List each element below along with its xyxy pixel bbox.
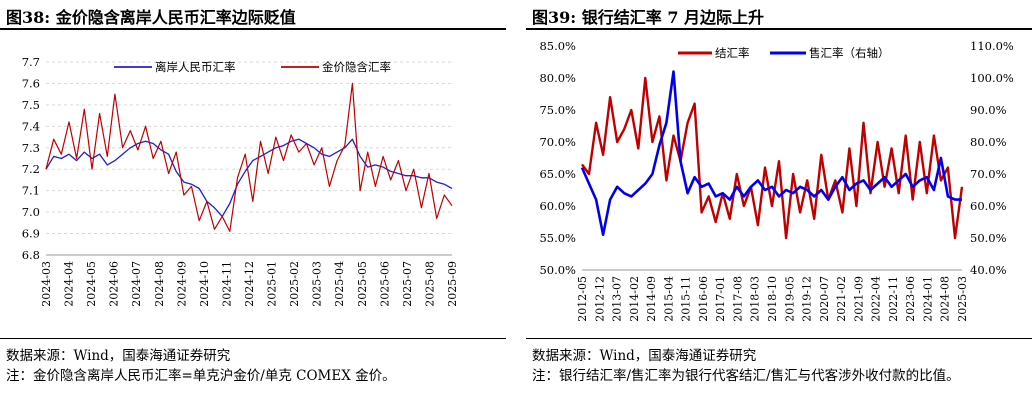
x-tick-label: 2025-03	[956, 276, 969, 322]
x-tick-label: 2014-09	[645, 276, 658, 322]
x-tick-label: 2024-08	[153, 261, 166, 307]
x-tick-label: 2019-05	[783, 276, 796, 322]
x-tick-label: 2021-02	[835, 276, 848, 322]
x-tick-label: 2025-01	[266, 261, 279, 307]
x-tick-label: 2017-08	[731, 276, 744, 322]
x-tick-label: 2024-11	[220, 261, 233, 307]
y-right-tick-label: 80.0%	[970, 135, 1007, 149]
x-tick-label: 2025-06	[378, 261, 391, 307]
right-source-rule	[526, 338, 1032, 339]
x-tick-label: 2014-02	[628, 276, 641, 322]
y-tick-label: 7.4	[22, 119, 40, 133]
right-title-rule	[526, 28, 1032, 30]
x-tick-label: 2022-04	[870, 276, 883, 322]
x-tick-label: 2025-05	[356, 261, 369, 307]
x-tick-label: 2024-03	[40, 261, 53, 307]
y-right-tick-label: 40.0%	[970, 263, 1007, 277]
y-tick-label: 65.0%	[539, 167, 576, 181]
y-tick-label: 7.0	[22, 205, 40, 219]
y-tick-label: 6.9	[22, 227, 40, 241]
x-tick-label: 2018-03	[749, 276, 762, 322]
y-tick-label: 7.5	[22, 98, 40, 112]
y-tick-label: 7.1	[22, 184, 40, 198]
series-line-1	[581, 76, 964, 240]
x-tick-label: 2024-06	[108, 261, 121, 307]
legend-label: 结汇率	[715, 46, 750, 60]
y-right-tick-label: 110.0%	[970, 39, 1014, 53]
y-right-tick-label: 100.0%	[970, 71, 1014, 85]
y-right-tick-label: 60.0%	[970, 199, 1007, 213]
x-tick-label: 2024-04	[63, 261, 76, 307]
x-tick-label: 2025-07	[401, 261, 414, 307]
x-tick-label: 2024-01	[921, 276, 934, 322]
right-source: 数据来源：Wind，国泰海通证券研究	[532, 348, 757, 364]
x-tick-label: 2015-11	[680, 276, 693, 322]
x-tick-label: 2013-07	[611, 276, 624, 322]
y-tick-label: 7.6	[22, 76, 40, 90]
x-tick-label: 2024-05	[85, 261, 98, 307]
x-tick-label: 2020-07	[818, 276, 831, 322]
x-tick-label: 2022-11	[887, 276, 900, 322]
left-source: 数据来源：Wind，国泰海通证券研究	[6, 348, 231, 364]
y-tick-label: 80.0%	[539, 71, 576, 85]
left-source-rule	[0, 338, 506, 339]
y-tick-label: 75.0%	[539, 103, 576, 117]
right-figure: 图39: 银行结汇率 7 月边际上升 50.0% 55.0% 60.0% 65.0% 7…	[526, 0, 1032, 412]
y-tick-label: 7.7	[22, 55, 40, 69]
y-tick-label: 70.0%	[539, 135, 576, 149]
series-line-1	[45, 138, 453, 218]
y-right-tick-label: 70.0%	[970, 167, 1007, 181]
x-tick-label: 2012-12	[593, 276, 606, 322]
x-tick-label: 2017-01	[714, 276, 727, 322]
series-line-2	[580, 70, 962, 237]
x-tick-label: 2018-10	[766, 276, 779, 322]
series-line-2	[45, 82, 453, 232]
right-note: 注：银行结汇率/售汇率为银行代客结汇/售汇与代客涉外收付款的比值。	[532, 368, 960, 384]
y-tick-label: 50.0%	[539, 263, 576, 277]
left-figure: 图38: 金价隐含离岸人民币汇率边际贬值 6.8 6.9 7.0 7.1 7.2 7.3 7…	[0, 0, 506, 412]
left-note: 注：金价隐含离岸人民币汇率=单克沪金价/单克 COMEX 金价。	[6, 368, 396, 384]
y-tick-label: 55.0%	[539, 231, 576, 245]
x-tick-label: 2023-06	[904, 276, 917, 322]
left-chart: 6.8 6.9 7.0 7.1 7.2 7.3 7.4 7.5 7.6 7.7 2024-03 202…	[22, 55, 459, 307]
x-tick-label: 2024-10	[198, 261, 211, 307]
left-figure-title: 图38: 金价隐含离岸人民币汇率边际贬值	[6, 8, 296, 27]
x-tick-label: 2015-04	[662, 276, 675, 322]
x-tick-label: 2024-08	[939, 276, 952, 322]
x-tick-label: 2025-02	[288, 261, 301, 307]
y-tick-label: 7.3	[22, 141, 40, 155]
right-figure-title: 图39: 银行结汇率 7 月边际上升	[532, 8, 765, 27]
x-tick-label: 2021-09	[852, 276, 865, 322]
x-tick-label: 2025-08	[423, 261, 436, 307]
legend-label: 金价隐含汇率	[322, 60, 391, 74]
y-right-tick-label: 50.0%	[970, 231, 1007, 245]
left-title-rule	[0, 28, 506, 30]
x-tick-label: 2024-12	[243, 261, 256, 307]
x-tick-label: 2012-05	[576, 276, 589, 322]
x-tick-label: 2024-09	[175, 261, 188, 307]
y-right-tick-label: 90.0%	[970, 103, 1007, 117]
x-tick-label: 2025-03	[311, 261, 324, 307]
legend-label: 离岸人民币汇率	[155, 60, 236, 74]
right-chart: 50.0% 55.0% 60.0% 65.0% 70.0% 75.0% 80.0% 85.0%…	[539, 39, 1014, 322]
y-tick-label: 85.0%	[539, 39, 576, 53]
y-tick-label: 60.0%	[539, 199, 576, 213]
y-tick-label: 7.2	[22, 162, 40, 176]
legend-label: 售汇率（右轴）	[809, 46, 890, 60]
x-tick-label: 2025-09	[446, 261, 459, 307]
x-tick-label: 2019-12	[801, 276, 814, 322]
x-tick-label: 2025-04	[333, 261, 346, 307]
x-tick-label: 2016-06	[697, 276, 710, 322]
y-tick-label: 6.8	[22, 248, 40, 262]
x-tick-label: 2024-07	[130, 261, 143, 307]
